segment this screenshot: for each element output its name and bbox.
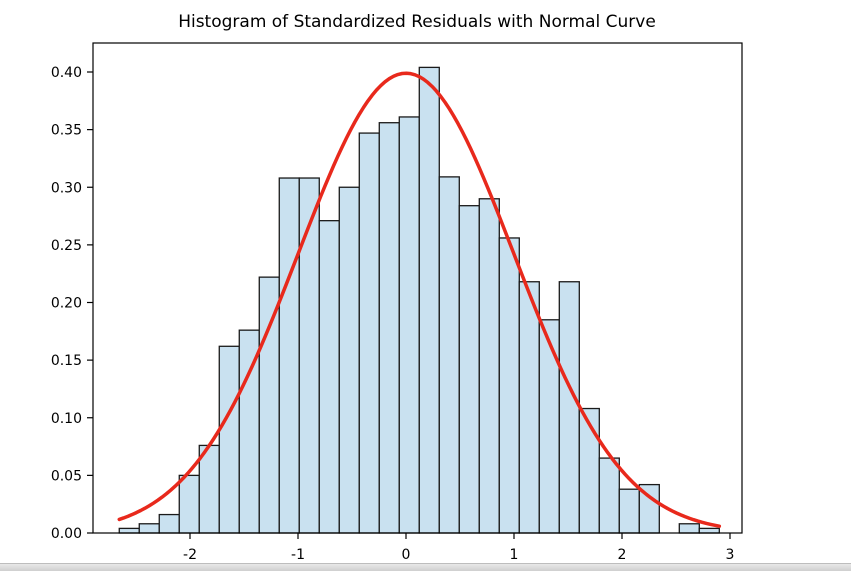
histogram-bar: [298, 177, 320, 534]
x-axis-tick-label: -1: [291, 547, 305, 563]
x-axis-tick-label: 2: [618, 547, 627, 563]
histogram-bar: [318, 220, 340, 534]
normal-curve-line: [117, 71, 722, 528]
histogram-bar: [598, 457, 620, 534]
histogram-bar: [358, 132, 380, 534]
histogram-bar: [538, 319, 560, 534]
histogram-bar: [278, 177, 300, 534]
y-axis-tick-label: 0.30: [51, 180, 82, 196]
screen-bottom-edge: [0, 563, 851, 571]
y-axis-tick-label: 0.25: [51, 238, 82, 254]
histogram-bar: [518, 281, 540, 534]
histogram-bar: [338, 186, 360, 534]
histogram-bar: [458, 205, 480, 534]
histogram-bar: [138, 523, 160, 534]
x-axis-tick-label: 0: [402, 547, 411, 563]
histogram-bar: [158, 513, 180, 534]
chart-title: Histogram of Standardized Residuals with…: [178, 12, 656, 32]
histogram-bar: [478, 198, 500, 534]
histogram-bar: [618, 488, 640, 534]
y-axis-tick-label: 0.05: [51, 468, 82, 484]
y-axis-tick-label: 0.40: [51, 65, 82, 81]
histogram-bar: [258, 276, 280, 534]
histogram-bar: [118, 527, 140, 534]
x-axis-tick-label: -2: [183, 547, 197, 563]
histogram-bar: [418, 66, 440, 534]
y-axis-tick-label: 0.20: [51, 296, 82, 312]
histogram-bar: [398, 116, 420, 534]
histogram-bar: [498, 237, 520, 534]
x-axis-tick-label: 3: [726, 547, 735, 563]
y-axis-tick-label: 0.10: [51, 411, 82, 427]
histogram-bar: [178, 474, 200, 534]
histogram-bar: [558, 281, 580, 534]
y-axis-tick-label: 0.00: [51, 526, 82, 542]
x-axis-ticks: -2 -1 0 1 2 3: [183, 533, 734, 563]
plot-border: [92, 42, 743, 534]
y-axis-ticks: 0.00 0.05 0.10 0.15 0.20 0.25 0.30 0.35 0.40: [51, 65, 93, 542]
histogram-bar: [218, 345, 240, 534]
histogram-bars: [118, 66, 720, 534]
x-axis-tick-label: 1: [510, 547, 519, 563]
histogram-bar: [198, 444, 220, 534]
y-axis-tick-label: 0.15: [51, 353, 82, 369]
histogram-bar: [698, 527, 720, 534]
y-axis-tick-label: 0.35: [51, 123, 82, 139]
histogram-bar: [438, 176, 460, 534]
histogram-bar: [678, 523, 700, 534]
histogram-bar: [378, 122, 400, 534]
